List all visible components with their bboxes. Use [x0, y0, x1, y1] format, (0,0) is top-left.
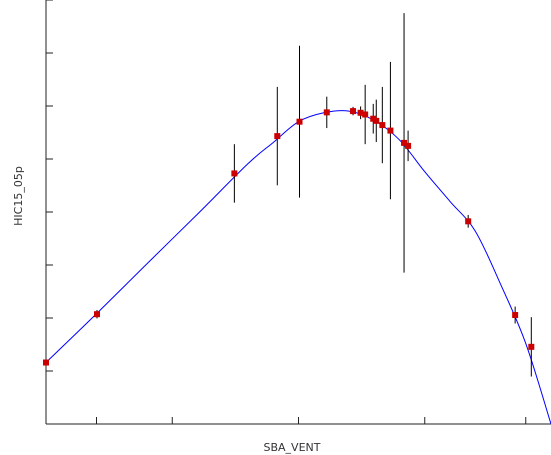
- fitted-curve: [45, 110, 551, 425]
- data-point: [512, 312, 519, 319]
- data-point: [373, 117, 380, 124]
- data-point: [357, 109, 364, 116]
- data-point: [296, 118, 303, 125]
- data-point: [401, 139, 408, 146]
- data-point: [43, 359, 49, 366]
- data-point: [274, 133, 281, 140]
- data-point: [362, 111, 369, 118]
- data-point-layer: [43, 108, 535, 366]
- x-axis-label: SBA_VENT: [264, 441, 321, 454]
- plot-frame: [45, 0, 551, 425]
- fitted-curve-layer: [45, 110, 551, 425]
- data-point: [370, 115, 377, 122]
- data-point: [94, 311, 101, 318]
- data-point: [231, 170, 238, 177]
- data-point: [528, 343, 535, 350]
- data-point: [379, 122, 386, 129]
- axis-ticks: [45, 0, 527, 425]
- error-bar-layer: [96, 13, 532, 377]
- data-point: [323, 109, 330, 116]
- y-axis-label: HIC15_05p: [12, 166, 25, 226]
- data-point: [387, 127, 394, 134]
- data-point: [350, 108, 357, 115]
- data-point: [465, 218, 472, 225]
- data-point: [405, 142, 412, 149]
